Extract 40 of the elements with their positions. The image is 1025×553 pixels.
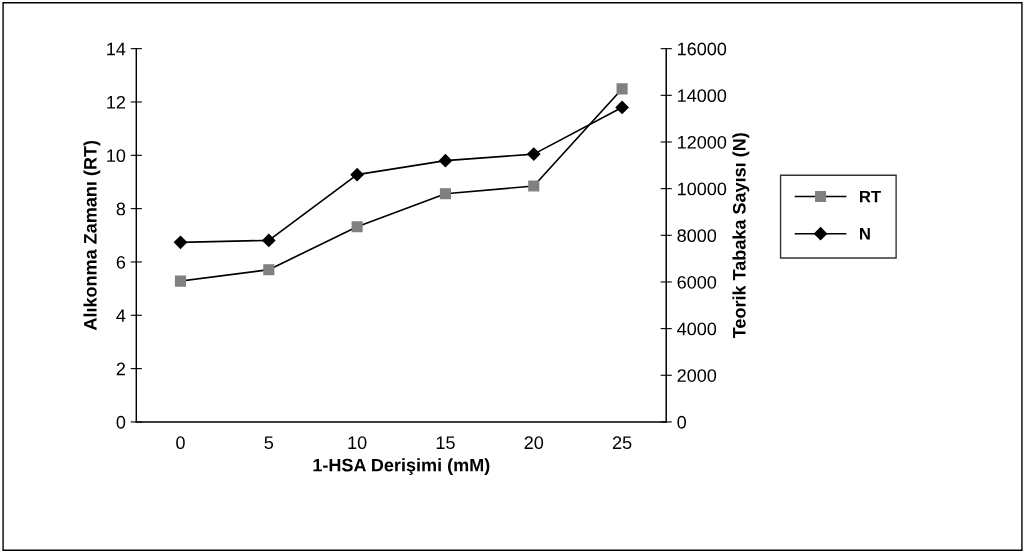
point xyxy=(351,221,363,233)
point xyxy=(616,83,628,95)
y2-tick-label: 6000 xyxy=(677,275,717,289)
point xyxy=(438,154,453,168)
y2-axis-title: Teorik Tabaka Sayısı (N) xyxy=(732,133,750,339)
x-tick-label: 20 xyxy=(524,436,544,450)
y-tick-label: 2 xyxy=(116,362,125,376)
y2-tick-label: 0 xyxy=(677,415,686,429)
point xyxy=(615,100,629,115)
point xyxy=(350,168,364,182)
y2-tick-label: 16000 xyxy=(678,42,727,56)
point xyxy=(263,264,275,276)
y-tick-label: 0 xyxy=(116,415,126,429)
y2-tick-label: 4000 xyxy=(677,322,717,336)
y-axis-title: Alıkonma Zamanı (RT) xyxy=(83,140,101,331)
x-tick-label: 5 xyxy=(264,436,274,450)
y2-tick-label: 8000 xyxy=(677,229,717,243)
y2-tick-label: 12000 xyxy=(678,135,727,149)
y-tick-label: 4 xyxy=(116,309,126,322)
x-axis-title: 1-HSA Derişimi (mM) xyxy=(313,458,490,476)
point xyxy=(527,147,541,161)
y2-tick-label: 2000 xyxy=(677,369,717,382)
legend-label: RT xyxy=(860,190,881,203)
y-tick-label: 12 xyxy=(107,95,125,109)
y2-tick-label: 10000 xyxy=(678,182,727,196)
x-tick-label: 25 xyxy=(612,436,632,450)
point xyxy=(262,233,276,248)
y-tick-label: 10 xyxy=(107,149,126,163)
y-tick-label: 6 xyxy=(116,255,126,269)
x-tick-label: 15 xyxy=(436,436,455,450)
y-tick-label: 8 xyxy=(116,202,126,216)
x-tick-label: 0 xyxy=(176,436,185,450)
y2-tick-label: 14000 xyxy=(678,89,727,103)
legend-label: N xyxy=(860,228,870,240)
point xyxy=(528,180,540,192)
point xyxy=(174,275,187,287)
point xyxy=(439,188,452,200)
point xyxy=(173,235,188,249)
y-tick-label: 14 xyxy=(107,42,126,56)
x-tick-label: 10 xyxy=(348,436,367,450)
